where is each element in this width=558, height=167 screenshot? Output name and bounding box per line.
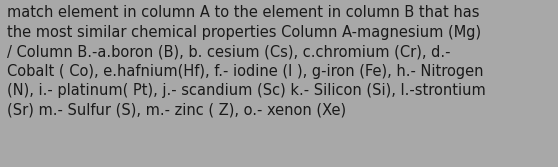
Text: match element in column A to the element in column B that has
the most similar c: match element in column A to the element…	[7, 5, 486, 118]
